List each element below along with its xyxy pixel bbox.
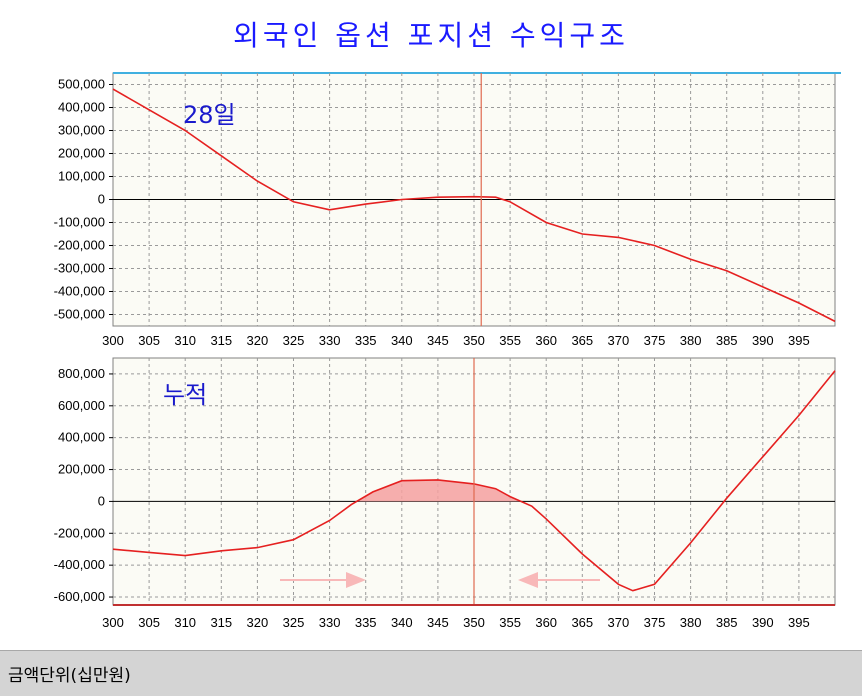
y-tick-label: 0 [98, 493, 105, 508]
pnl-curve [112, 370, 836, 592]
x-tick-label: 350 [463, 333, 485, 348]
y-tick-label: -200,000 [54, 525, 105, 540]
y-tick-label: 100,000 [58, 169, 105, 184]
x-tick-label: 305 [138, 615, 160, 630]
x-tick-label: 385 [716, 333, 738, 348]
x-tick-label: 325 [283, 333, 305, 348]
pnl-curve [112, 88, 836, 323]
x-tick-label: 335 [355, 615, 377, 630]
x-tick-label: 365 [571, 333, 593, 348]
x-tick-label: 310 [174, 615, 196, 630]
x-tick-label: 330 [319, 333, 341, 348]
x-tick-label: 370 [608, 333, 630, 348]
x-tick-label: 380 [680, 333, 702, 348]
x-tick-label: 305 [138, 333, 160, 348]
x-tick-label: 390 [752, 615, 774, 630]
x-tick-label: 310 [174, 333, 196, 348]
chart-28day: 300 305 310 315 320 325 330 335 340 345 350 355 360 3… [54, 72, 841, 348]
x-tick-label: 340 [391, 615, 413, 630]
x-tick-label: 375 [644, 333, 666, 348]
y-tick-label: 600,000 [58, 398, 105, 413]
y-tick-label: 200,000 [58, 146, 105, 161]
y-tick-label: -400,000 [54, 557, 105, 572]
x-tick-label: 355 [499, 615, 521, 630]
y-tick-label: 400,000 [58, 430, 105, 445]
x-tick-label: 350 [463, 615, 485, 630]
x-tick-label: 390 [752, 333, 774, 348]
x-tick-label: 365 [571, 615, 593, 630]
x-tick-label: 360 [535, 615, 557, 630]
y-tick-label: 400,000 [58, 100, 105, 115]
y-tick-label: 500,000 [58, 77, 105, 92]
chart-annotation: 28일 [183, 101, 236, 129]
x-tick-label: 315 [210, 333, 232, 348]
y-tick-label: -100,000 [54, 215, 105, 230]
y-tick-label: 800,000 [58, 366, 105, 381]
status-bar: 금액단위(십만원) [0, 650, 862, 696]
y-tick-label: -600,000 [54, 589, 105, 604]
y-tick-label: -300,000 [54, 261, 105, 276]
y-tick-label: 300,000 [58, 123, 105, 138]
x-tick-label: 395 [788, 333, 810, 348]
y-tick-label: -200,000 [54, 238, 105, 253]
x-tick-label: 370 [608, 615, 630, 630]
x-tick-label: 300 [102, 333, 124, 348]
x-tick-label: 330 [319, 615, 341, 630]
y-tick-label: 0 [98, 192, 105, 207]
x-tick-label: 345 [427, 333, 449, 348]
x-tick-label: 300 [102, 615, 124, 630]
x-tick-label: 355 [499, 333, 521, 348]
y-tick-label: -500,000 [54, 307, 105, 322]
x-tick-label: 385 [716, 615, 738, 630]
x-tick-label: 315 [210, 615, 232, 630]
x-tick-label: 395 [788, 615, 810, 630]
chart-title: 외국인 옵션 포지션 수익구조 [233, 19, 629, 52]
x-tick-label: 325 [283, 615, 305, 630]
chart-annotation: 누적 [163, 381, 207, 409]
x-tick-label: 320 [247, 615, 269, 630]
x-tick-label: 360 [535, 333, 557, 348]
y-tick-label: -400,000 [54, 284, 105, 299]
x-tick-label: 320 [247, 333, 269, 348]
unit-label: 금액단위(십만원) [8, 666, 131, 686]
x-tick-label: 340 [391, 333, 413, 348]
y-tick-label: 200,000 [58, 462, 105, 477]
left-arrow-head [518, 572, 538, 588]
right-arrow-head [346, 572, 366, 588]
x-tick-label: 335 [355, 333, 377, 348]
x-tick-label: 345 [427, 615, 449, 630]
x-tick-label: 380 [680, 615, 702, 630]
x-tick-label: 375 [644, 615, 666, 630]
chart-cumulative: 300 305 310 315 320 325 330 335 340 345 350 355 360 3… [54, 357, 836, 630]
